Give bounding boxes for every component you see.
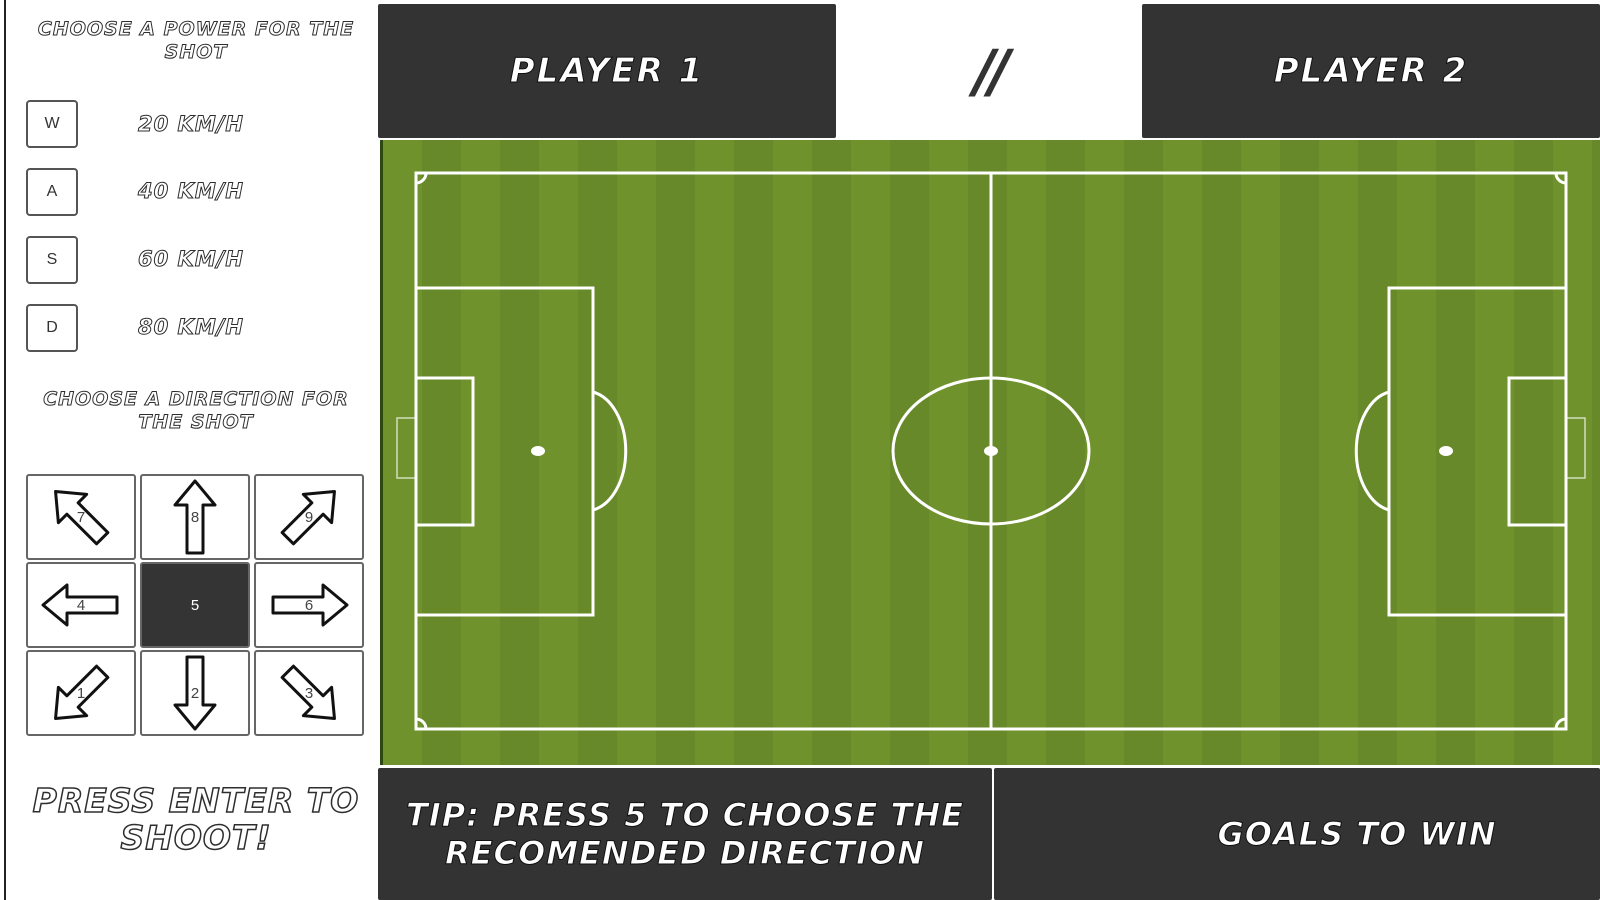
- key-d-button[interactable]: D: [26, 304, 78, 352]
- key-a-button[interactable]: A: [26, 168, 78, 216]
- power-20-label: 20 km/h: [138, 112, 244, 137]
- direction-2-label: 2: [190, 684, 200, 702]
- tip-panel: Tip: press 5 to choose the recomended di…: [378, 768, 992, 900]
- arrow-down-left-icon: [54, 664, 110, 720]
- power-80-label: 80 km/h: [138, 315, 244, 340]
- arrow-up-right-icon: [280, 490, 336, 546]
- goals-to-win-label: Goals to win: [1217, 815, 1497, 854]
- key-s-button[interactable]: S: [26, 236, 78, 284]
- shoot-prompt: Press Enter to shoot!: [32, 781, 360, 857]
- arrow-down-icon: [173, 655, 217, 731]
- direction-8-button[interactable]: 8: [140, 474, 250, 560]
- direction-1-label: 1: [76, 684, 86, 702]
- direction-8-label: 8: [190, 508, 200, 526]
- arrow-down-right-icon: [280, 664, 336, 720]
- direction-5-button[interactable]: 5: [140, 562, 250, 648]
- direction-3-label: 3: [304, 684, 314, 702]
- player2-panel: Player 2: [1142, 4, 1600, 138]
- arrow-left-icon: [41, 583, 119, 627]
- direction-2-button[interactable]: 2: [140, 650, 250, 736]
- direction-7-button[interactable]: 7: [26, 474, 136, 560]
- direction-title: Choose a direction for the shot: [43, 388, 349, 434]
- power-40-label: 40 km/h: [138, 179, 244, 204]
- soccer-pitch: [380, 140, 1600, 765]
- direction-4-label: 4: [76, 596, 86, 614]
- key-w-button[interactable]: W: [26, 100, 78, 148]
- direction-pad: 7 8 9 4 5 6: [26, 474, 366, 736]
- pitch-drawing: [383, 140, 1600, 765]
- direction-9-label: 9: [304, 508, 314, 526]
- player2-name: Player 2: [1273, 51, 1469, 92]
- arrow-right-icon: [271, 583, 349, 627]
- direction-1-button[interactable]: 1: [26, 650, 136, 736]
- score-display: //: [973, 37, 1010, 105]
- direction-6-button[interactable]: 6: [254, 562, 364, 648]
- player1-name: Player 1: [509, 51, 705, 92]
- direction-4-button[interactable]: 4: [26, 562, 136, 648]
- power-60-label: 60 km/h: [138, 247, 244, 272]
- power-title: Choose a power for the shot: [37, 18, 355, 64]
- score-panel: //: [838, 4, 1140, 138]
- goals-to-win-panel: Goals to win: [994, 768, 1600, 900]
- direction-7-label: 7: [76, 508, 86, 526]
- tip-text: Tip: press 5 to choose the recomended di…: [406, 796, 964, 873]
- controls-panel: Choose a power for the shot W 20 km/h A …: [4, 0, 376, 900]
- player1-panel: Player 1: [378, 4, 836, 138]
- direction-9-button[interactable]: 9: [254, 474, 364, 560]
- arrow-up-icon: [173, 479, 217, 555]
- direction-5-label: 5: [190, 596, 200, 614]
- arrow-up-left-icon: [54, 490, 110, 546]
- direction-3-button[interactable]: 3: [254, 650, 364, 736]
- direction-6-label: 6: [304, 596, 314, 614]
